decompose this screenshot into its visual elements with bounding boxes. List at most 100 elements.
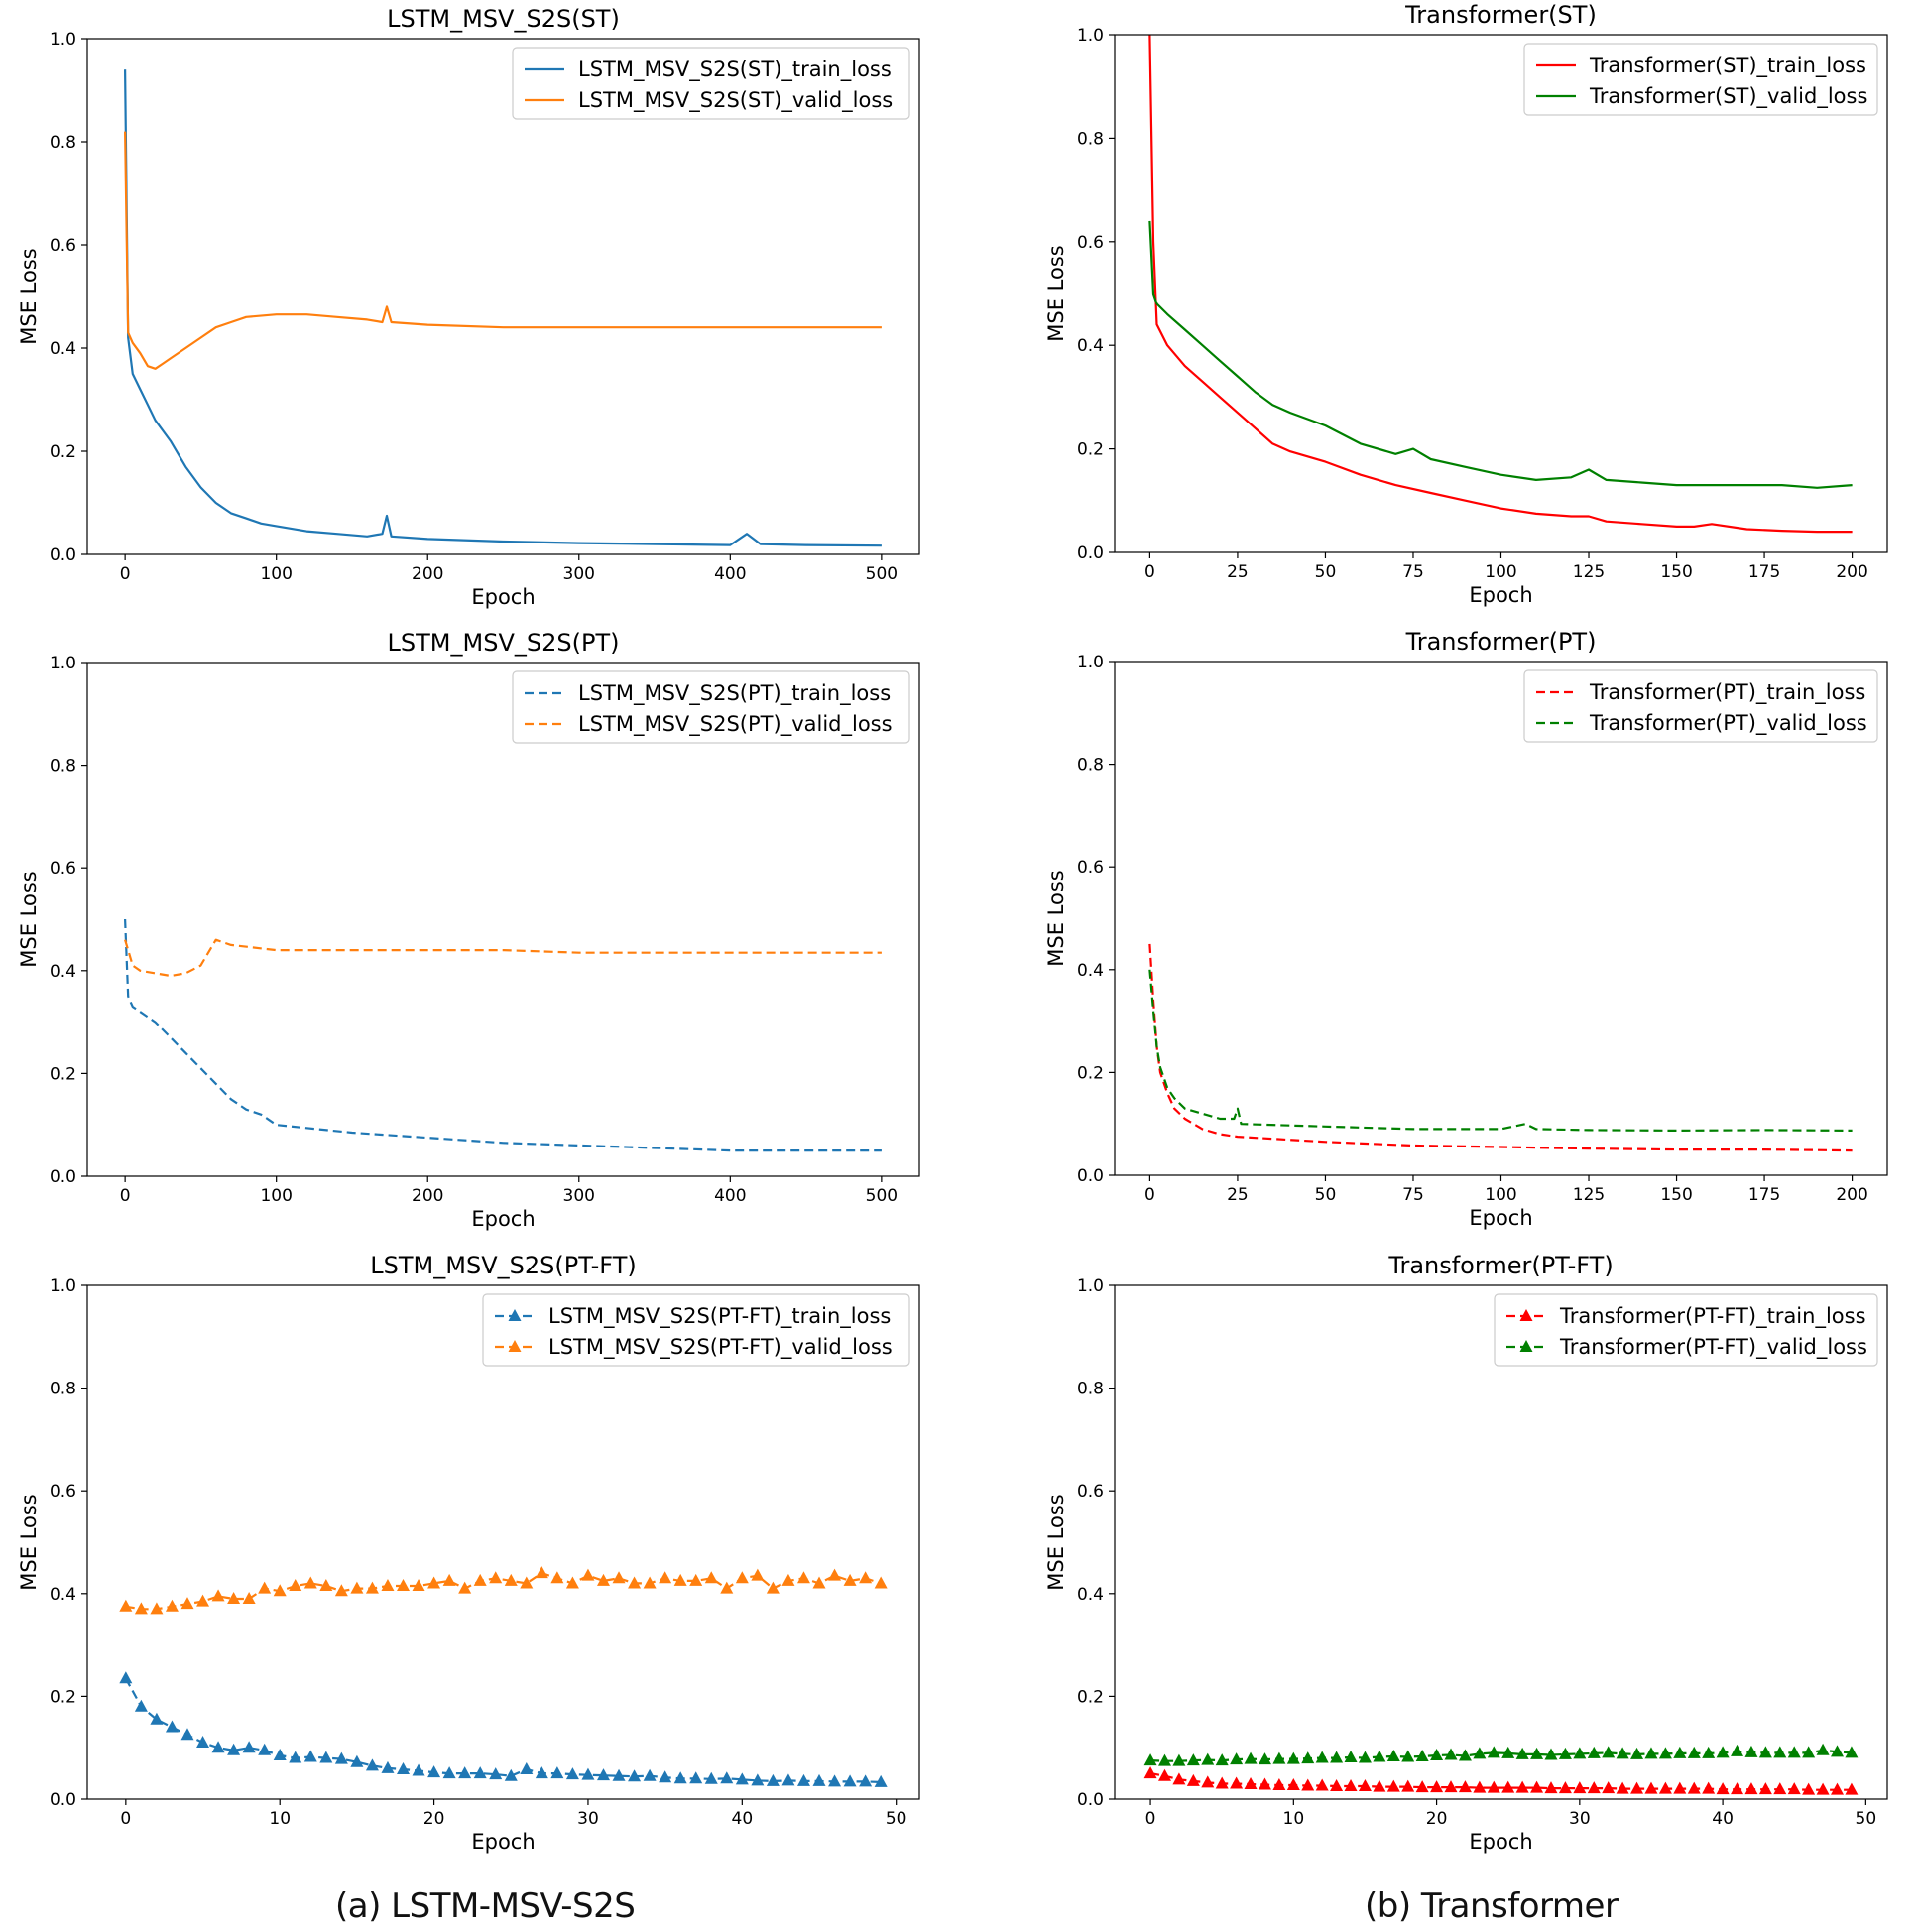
data-point-marker	[442, 1573, 456, 1586]
y-tick-label: 0.6	[50, 859, 76, 879]
x-tick-label: 40	[732, 1809, 754, 1829]
data-point-marker	[550, 1766, 564, 1779]
data-point-marker	[1358, 1779, 1372, 1792]
x-axis-label: Epoch	[1469, 583, 1532, 607]
x-axis-label: Epoch	[471, 1207, 535, 1231]
x-tick-label: 200	[412, 1186, 443, 1206]
y-tick-label: 0.6	[50, 1482, 76, 1502]
data-point-marker	[735, 1772, 749, 1785]
y-tick-label: 1.0	[1077, 653, 1104, 672]
data-point-marker	[397, 1579, 411, 1592]
data-point-marker	[1744, 1745, 1758, 1757]
data-point-marker	[1716, 1746, 1730, 1758]
lstm-ptft-chart: LSTM_MSV_S2S(PT-FT) 0.0 0.2 0.4 0.6 0.8 1.0 0 10…	[17, 1252, 920, 1854]
data-point-marker	[1845, 1746, 1859, 1758]
data-point-marker	[1415, 1750, 1429, 1762]
legend-box	[512, 670, 910, 744]
x-tick-label: 50	[1315, 1185, 1337, 1205]
y-tick-label: 0.8	[50, 757, 76, 777]
data-point-marker	[1258, 1752, 1271, 1765]
data-point-marker	[1143, 1766, 1157, 1779]
y-tick-label: 0.0	[1077, 1790, 1104, 1810]
data-point-marker	[1658, 1747, 1672, 1759]
transformer-pt-chart: Transformer(PT) 0.0 0.2 0.4 0.6 0.8 1.0 0 25 50 75…	[1044, 628, 1888, 1230]
data-point-marker	[1344, 1751, 1358, 1763]
data-point-marker	[628, 1769, 642, 1782]
legend-label: LSTM_MSV_S2S(ST)_train_loss	[578, 58, 892, 82]
data-point-marker	[735, 1571, 749, 1584]
x-axis-label: Epoch	[1469, 1206, 1532, 1230]
data-point-marker	[581, 1767, 595, 1780]
data-point-marker	[1230, 1776, 1244, 1789]
legend-label: Transformer(PT-FT)_train_loss	[1559, 1304, 1866, 1329]
data-point-marker	[565, 1767, 579, 1780]
data-point-marker	[211, 1589, 225, 1602]
y-tick-label: 0.0	[50, 545, 76, 565]
y-tick-label: 0.0	[1077, 543, 1104, 563]
data-point-marker	[381, 1579, 395, 1592]
plot-frame	[86, 1284, 920, 1800]
data-point-marker	[659, 1571, 672, 1584]
data-point-marker	[812, 1576, 826, 1589]
data-point-marker	[273, 1748, 287, 1760]
series-line-transformer-st-valid-loss	[1148, 220, 1853, 489]
data-point-marker	[458, 1766, 472, 1779]
data-point-marker	[1501, 1746, 1515, 1758]
data-point-marker	[1415, 1780, 1429, 1793]
series-line-transformer-st-train-loss	[1148, 34, 1853, 534]
legend-box	[1494, 1293, 1878, 1367]
data-point-marker	[1673, 1781, 1687, 1794]
legend-label: Transformer(PT)_valid_loss	[1589, 711, 1867, 736]
y-tick-label: 0.0	[50, 1167, 76, 1187]
data-point-marker	[1286, 1751, 1300, 1764]
lstm-st-chart: LSTM_MSV_S2S(ST) 0.0 0.2 0.4 0.6 0.8 1.0 0 100 20…	[17, 5, 920, 609]
data-point-marker	[334, 1584, 348, 1597]
y-tick-label: 0.4	[50, 339, 76, 359]
x-tick-label: 40	[1712, 1809, 1734, 1829]
y-tick-label: 0.2	[50, 1064, 76, 1084]
data-point-marker	[843, 1774, 857, 1787]
chart-title: Transformer(ST)	[1404, 1, 1597, 29]
data-point-marker	[1487, 1746, 1500, 1758]
data-point-marker	[1558, 1747, 1572, 1759]
transformer-ptft-chart: Transformer(PT-FT) 0.0 0.2 0.4 0.6 0.8 1.0 0 10 2…	[1044, 1252, 1888, 1854]
x-tick-label: 200	[1836, 1185, 1867, 1205]
series-line-lstm-msv-s2s-pt-valid-loss	[124, 938, 882, 978]
y-tick-label: 0.2	[50, 442, 76, 462]
x-tick-label: 200	[412, 564, 443, 584]
data-point-marker	[1186, 1753, 1200, 1766]
data-point-marker	[258, 1581, 272, 1594]
x-tick-label: 0	[1144, 1185, 1155, 1205]
data-point-marker	[796, 1773, 810, 1786]
data-point-marker	[1258, 1777, 1271, 1790]
data-point-marker	[751, 1773, 765, 1786]
data-point-marker	[1386, 1779, 1400, 1792]
data-point-marker	[612, 1768, 626, 1781]
data-point-marker	[565, 1576, 579, 1589]
legend: Transformer(PT-FT)_train_loss Transformer…	[1494, 1293, 1878, 1367]
data-point-marker	[1172, 1772, 1186, 1785]
series-line-transformer-pt-train-loss	[1148, 943, 1853, 1152]
legend: Transformer(PT)_train_loss Transformer(PT…	[1523, 669, 1878, 743]
data-point-marker	[1458, 1780, 1472, 1793]
data-point-marker	[628, 1576, 642, 1589]
data-point-marker	[1515, 1747, 1529, 1759]
data-point-marker	[1831, 1745, 1845, 1757]
data-point-marker	[1157, 1753, 1171, 1766]
data-point-marker	[1530, 1747, 1544, 1759]
data-point-marker	[350, 1754, 364, 1767]
data-point-marker	[812, 1773, 826, 1786]
plot-frame	[86, 38, 920, 555]
data-point-marker	[134, 1699, 148, 1712]
y-axis-label: MSE Loss	[1044, 245, 1068, 341]
data-point-marker	[1687, 1781, 1701, 1794]
data-point-marker	[1616, 1747, 1629, 1759]
data-point-marker	[1315, 1778, 1329, 1791]
x-tick-label: 20	[423, 1809, 445, 1829]
x-axis-label: Epoch	[1469, 1830, 1532, 1854]
data-point-marker	[1487, 1780, 1500, 1793]
data-point-marker	[397, 1761, 411, 1774]
data-point-marker	[150, 1712, 164, 1725]
legend: Transformer(ST)_train_loss Transformer(ST…	[1523, 43, 1878, 116]
transformer-st-chart: Transformer(ST) 0.0 0.2 0.4 0.6 0.8 1.0 0 25 50 75…	[1044, 1, 1888, 607]
